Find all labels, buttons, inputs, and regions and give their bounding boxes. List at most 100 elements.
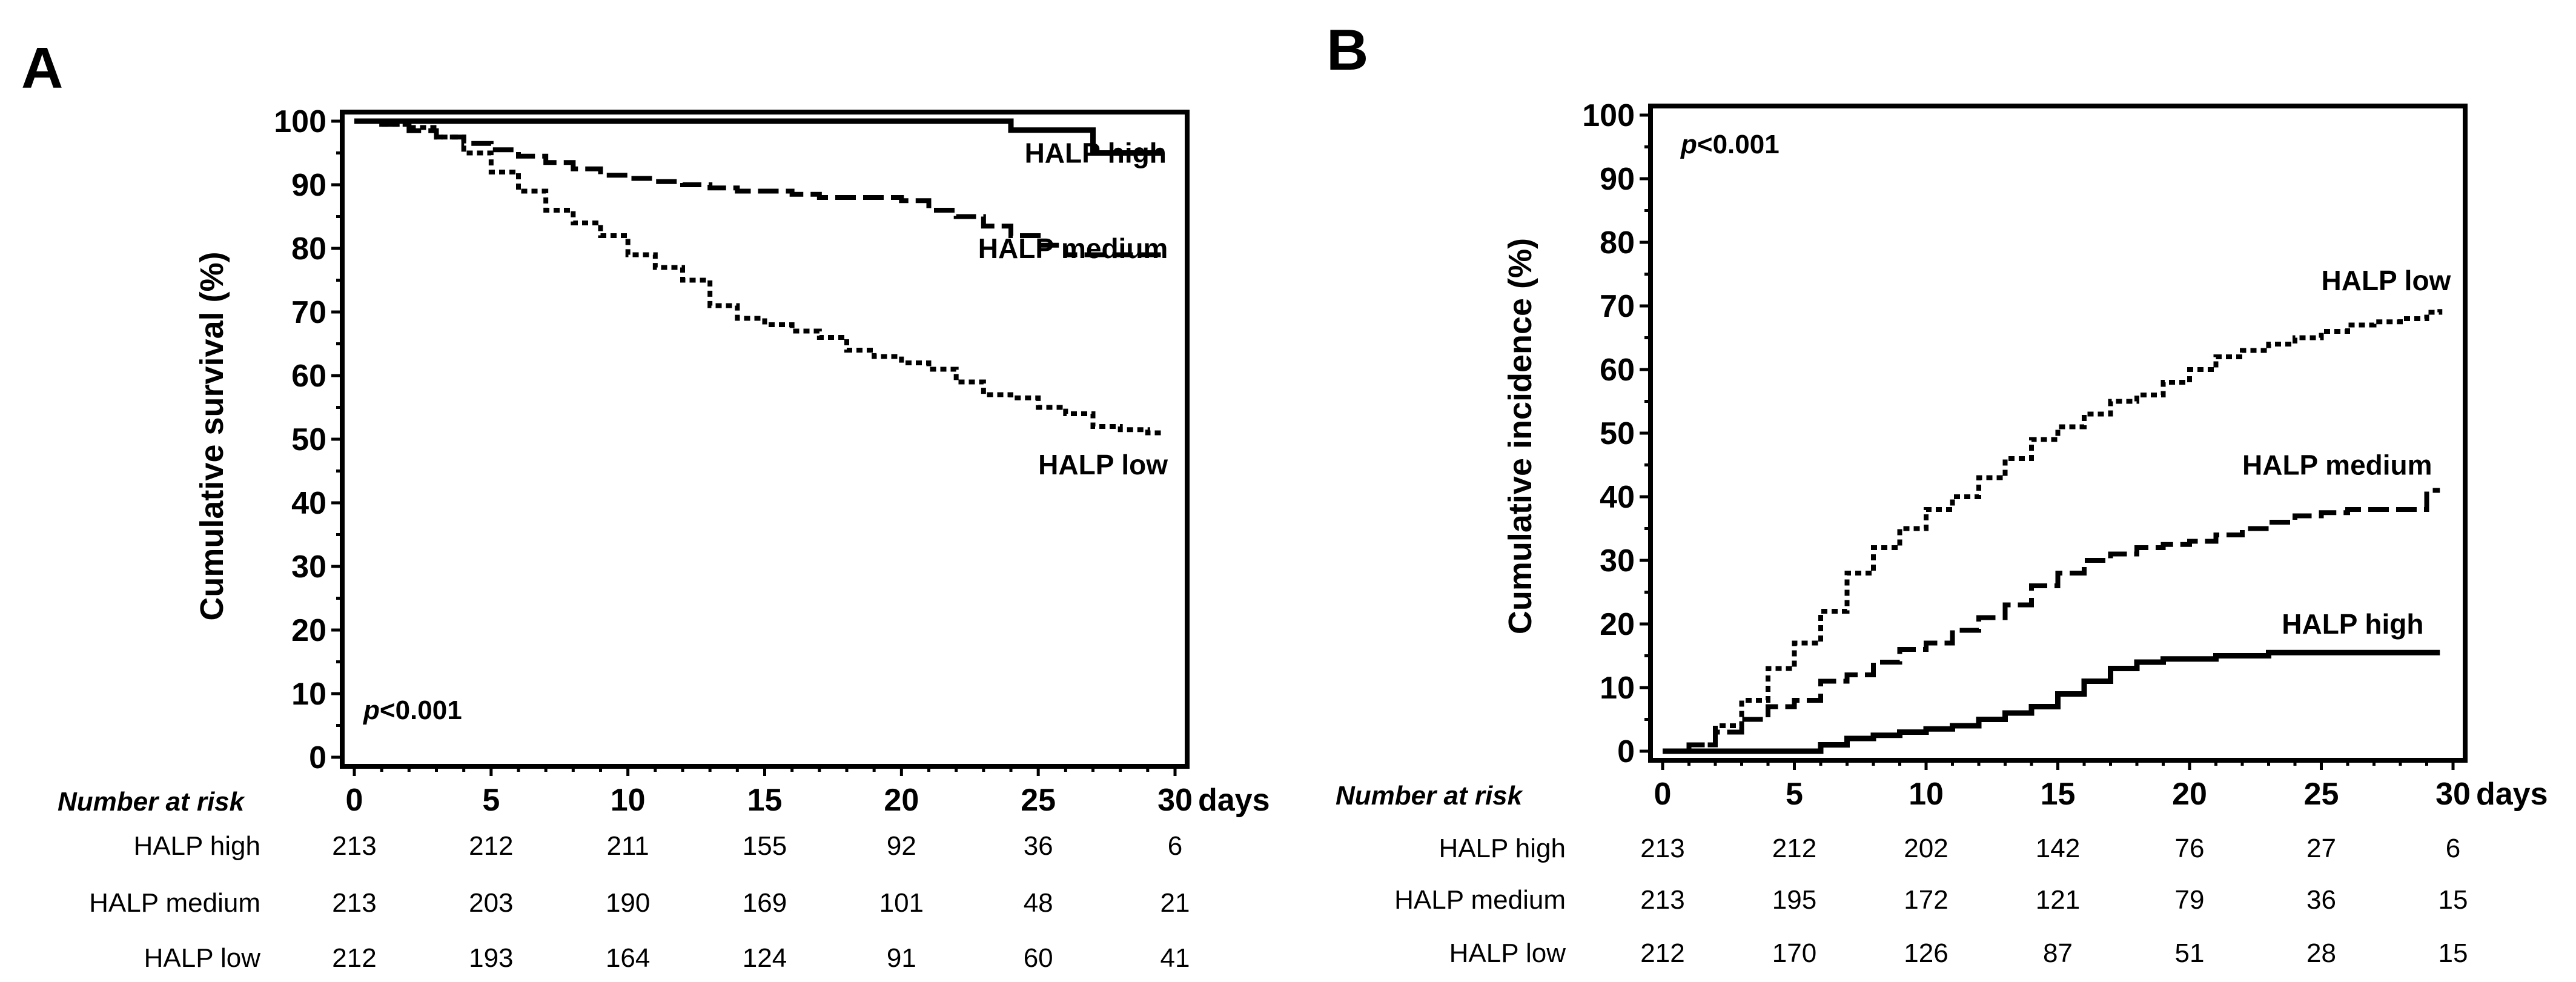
panel-a-risk-value: 21 [1161, 888, 1190, 918]
panel-a-x-tick-label: 25 [1021, 783, 1056, 818]
panel-a-risk-value: 101 [879, 888, 924, 918]
panel-b-x-tick-label: 20 [2172, 777, 2207, 812]
panel-b-y-tick-label: 0 [1617, 734, 1635, 769]
panel-b-risk-value: 76 [2175, 834, 2205, 863]
panel-b-y-tick-label: 100 [1582, 98, 1635, 133]
panel-b-risk-value: 28 [2306, 938, 2336, 968]
panel-a-risk-value: 60 [1024, 943, 1053, 973]
panel-a-curve-halp-low [354, 119, 1162, 436]
panel-b-letter: B [1326, 18, 1368, 82]
panel-b-curve-label: HALP low [2322, 265, 2451, 296]
panel-a-risk-value: 213 [332, 888, 376, 918]
panel-b-risk-value: 27 [2306, 834, 2336, 863]
panel-b-curve-label: HALP high [2282, 608, 2423, 640]
panel-b-y-tick-label: 40 [1600, 480, 1635, 515]
panel-b-risk-value: 126 [1904, 938, 1948, 968]
panel-b-risk-value: 79 [2175, 885, 2205, 915]
panel-b-y-tick-label: 80 [1600, 225, 1635, 260]
panel-b-risk-row-label: HALP high [1439, 834, 1566, 863]
panel-b-p-value: p<0.001 [1680, 130, 1780, 159]
panel-a-risk-value: 212 [469, 831, 513, 861]
panel-a-y-tick-label: 10 [291, 677, 326, 712]
panel-b-y-tick-label: 90 [1600, 162, 1635, 197]
panel-a-risk-value: 164 [606, 943, 650, 973]
panel-a-risk-value: 190 [606, 888, 650, 918]
panel-a-risk-value: 91 [887, 943, 916, 973]
panel-a-x-tick-label: 5 [482, 783, 500, 818]
panel-b-x-tick-label: 10 [1909, 777, 1944, 812]
panel-b-risk-value: 142 [2036, 834, 2080, 863]
panel-a-y-axis-label: Cumulative survival (%) [194, 251, 230, 620]
panel-a-risk-value: 212 [332, 943, 376, 973]
panel-b-risk-value: 172 [1904, 885, 1948, 915]
panel-a-x-tick-label: 20 [884, 783, 919, 818]
panel-b-risk-value: 15 [2439, 938, 2468, 968]
panel-b-curve-label: HALP medium [2242, 450, 2432, 481]
panel-b-y-tick-label: 70 [1600, 289, 1635, 324]
panel-a-risk-value: 48 [1024, 888, 1053, 918]
panel-b-curve-halp-medium [1663, 488, 2440, 754]
panel-a-risk-row-label: HALP low [144, 943, 261, 973]
panel-a-risk-value: 203 [469, 888, 513, 918]
panel-a-risk-value: 92 [887, 831, 916, 861]
panel-b-x-tick-label: 5 [1786, 777, 1803, 812]
panel-a-x-tick-label: 30 [1157, 783, 1193, 818]
panel-b-risk-value: 170 [1772, 938, 1816, 968]
panel-a-risk-row-label: HALP high [133, 831, 260, 861]
panel-a-y-tick-label: 50 [291, 422, 326, 457]
panel-a-y-tick-label: 70 [291, 295, 326, 330]
panel-b-risk-value: 195 [1772, 885, 1816, 915]
panel-a-y-tick-label: 80 [291, 231, 326, 267]
panel-b-risk-value: 213 [1640, 834, 1684, 863]
panel-a-curve-label: HALP high [1025, 138, 1167, 169]
panel-a-risk-value: 169 [743, 888, 787, 918]
panel-a-x-tick-label: 15 [747, 783, 783, 818]
panel-a-letter: A [21, 36, 63, 101]
panel-a-y-tick-label: 0 [309, 740, 326, 775]
panel-b-risk-table-header: Number at risk [1336, 781, 1524, 811]
panel-a-y-tick-label: 40 [291, 486, 326, 521]
panel-a-y-tick-label: 20 [291, 613, 326, 648]
panel-b: B Cumulative incidence (%) 0 10 20 30 40 50 60… [1326, 18, 2548, 968]
panel-b-y-tick-label: 30 [1600, 543, 1635, 579]
panel-a-risk-value: 6 [1168, 831, 1182, 861]
panel-b-risk-value: 51 [2175, 938, 2205, 968]
panel-a-risk-row-label: HALP medium [89, 888, 260, 918]
panel-b-risk-value: 36 [2306, 885, 2336, 915]
panel-a-p-value: p<0.001 [363, 695, 462, 725]
panel-b-y-tick-label: 50 [1600, 416, 1635, 451]
panel-a-risk-value: 155 [743, 831, 787, 861]
panel-a-x-tick-label: 0 [346, 783, 363, 818]
panel-b-x-unit-label: days [2476, 777, 2548, 812]
panel-a-risk-value: 36 [1024, 831, 1053, 861]
panel-b-x-tick-label: 25 [2304, 777, 2339, 812]
panel-a-y-tick-label: 60 [291, 359, 326, 394]
panel-a-curve-halp-medium [354, 119, 1162, 257]
panel-b-curve-halp-low [1663, 309, 2443, 754]
panel-b-risk-value: 202 [1904, 834, 1948, 863]
panel-a-plot-frame [340, 110, 1190, 769]
panel-a-risk-value: 124 [743, 943, 787, 973]
panel-a-risk-value: 211 [607, 831, 649, 861]
panel-a-curve-label: HALP medium [978, 233, 1168, 264]
panel-b-x-tick-label: 15 [2041, 777, 2076, 812]
panel-b-x-tick-label: 30 [2435, 777, 2471, 812]
panel-b-curve-halp-high [1663, 649, 2440, 754]
panel-b-risk-row-label: HALP low [1449, 938, 1566, 968]
panel-a: A Cumulative survival (%) 01020304050607… [21, 36, 1270, 973]
panel-a-risk-value: 213 [332, 831, 376, 861]
panel-b-y-axis-label: Cumulative incidence (%) [1502, 238, 1538, 634]
panel-b-risk-value: 15 [2439, 885, 2468, 915]
panel-a-risk-table-header: Number at risk [58, 787, 246, 817]
panel-a-y-tick-label: 100 [274, 104, 326, 139]
panel-a-x-tick-label: 10 [611, 783, 646, 818]
panel-a-risk-value: 193 [469, 943, 513, 973]
panel-b-risk-value: 6 [2446, 834, 2460, 863]
panel-b-risk-value: 212 [1772, 834, 1816, 863]
panel-b-y-tick-label: 20 [1600, 607, 1635, 642]
panel-a-y-tick-label: 30 [291, 549, 326, 585]
panel-b-risk-value: 212 [1640, 938, 1684, 968]
panel-b-risk-row-label: HALP medium [1394, 885, 1566, 915]
panel-b-y-tick-label: 60 [1600, 353, 1635, 388]
